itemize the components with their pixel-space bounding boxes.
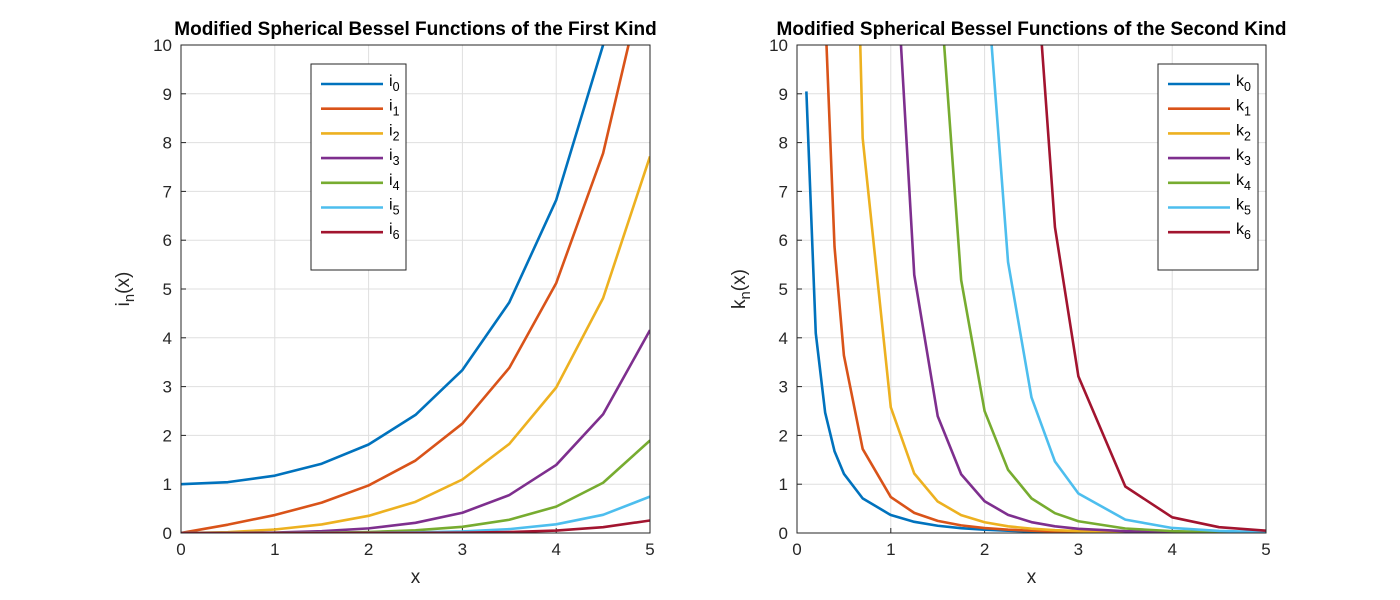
y-tick-label: 4 — [163, 329, 172, 348]
legend-label: i1 — [389, 98, 400, 119]
y-axis-label: in(x) — [113, 272, 138, 307]
legend-label: k5 — [1236, 197, 1251, 218]
legend-label: k1 — [1236, 98, 1251, 119]
x-tick-label: 3 — [458, 540, 467, 559]
y-tick-label: 0 — [163, 524, 172, 543]
y-tick-label: 0 — [779, 524, 788, 543]
legend-label: k2 — [1236, 122, 1251, 143]
x-tick-label: 4 — [551, 540, 560, 559]
axes-box — [180, 44, 651, 534]
x-axis-label: x — [411, 567, 421, 588]
x-tick-label: 3 — [1074, 540, 1083, 559]
legend-label: i6 — [389, 221, 400, 242]
x-tick-label: 1 — [270, 540, 279, 559]
y-tick-label: 10 — [153, 36, 172, 55]
x-tick-label: 2 — [364, 540, 373, 559]
x-tick-label: 2 — [980, 540, 989, 559]
y-tick-label: 6 — [163, 231, 172, 250]
y-tick-label: 8 — [163, 134, 172, 153]
legend-box — [1157, 63, 1259, 271]
x-tick-label: 1 — [886, 540, 895, 559]
legend-label: i4 — [389, 172, 400, 193]
y-tick-label: 4 — [779, 329, 788, 348]
y-tick-label: 1 — [779, 475, 788, 494]
y-tick-label: 5 — [779, 280, 788, 299]
y-tick-label: 7 — [779, 182, 788, 201]
x-tick-label: 0 — [176, 540, 185, 559]
axes: 0 1 2 3 4 5 6 7 8 9 10 0 1 2 3 4 5 Modified Spherical Bes… — [113, 19, 657, 588]
y-tick-label: 9 — [779, 85, 788, 104]
x-tick-label: 5 — [1261, 540, 1270, 559]
x-tick-label: 4 — [1167, 540, 1176, 559]
x-axis-label: x — [1027, 567, 1037, 588]
y-tick-label: 9 — [163, 85, 172, 104]
y-tick-label: 6 — [779, 231, 788, 250]
y-tick-label: 7 — [163, 182, 172, 201]
chart-title: Modified Spherical Bessel Functions of t… — [174, 19, 656, 40]
y-tick-label: 2 — [163, 426, 172, 445]
series-line — [858, 45, 1266, 533]
legend-label: i5 — [389, 197, 400, 218]
axes: 0 1 2 3 4 5 6 7 8 9 10 0 1 2 3 4 5 Modified Spherical Bes… — [729, 19, 1287, 588]
y-tick-label: 5 — [163, 280, 172, 299]
y-tick-label: 1 — [163, 475, 172, 494]
chart-title: Modified Spherical Bessel Functions of t… — [777, 19, 1287, 40]
y-tick-label: 2 — [779, 426, 788, 445]
legend-label: i0 — [389, 73, 400, 94]
series-line — [181, 156, 650, 533]
x-tick-label: 0 — [792, 540, 801, 559]
axes-box — [796, 44, 1267, 534]
series-line — [181, 45, 605, 486]
y-tick-label: 8 — [779, 134, 788, 153]
x-tick-label: 5 — [645, 540, 654, 559]
y-tick-label: 3 — [163, 378, 172, 397]
y-axis-label: kn(x) — [729, 269, 754, 309]
legend-label: i2 — [389, 122, 400, 143]
series-line — [181, 45, 630, 533]
legend-label: k3 — [1236, 147, 1251, 168]
legend: i0 i1 i2 i3 i4 i5 i6 — [310, 63, 407, 271]
y-tick-label: 3 — [779, 378, 788, 397]
y-tick-label: 10 — [769, 36, 788, 55]
legend-label: k0 — [1236, 73, 1251, 94]
legend-label: k4 — [1236, 172, 1251, 193]
legend-label: k6 — [1236, 221, 1251, 242]
legend-label: i3 — [389, 147, 400, 168]
legend-box — [310, 63, 407, 271]
legend: k0 k1 k2 k3 k4 k5 k6 — [1157, 63, 1259, 271]
